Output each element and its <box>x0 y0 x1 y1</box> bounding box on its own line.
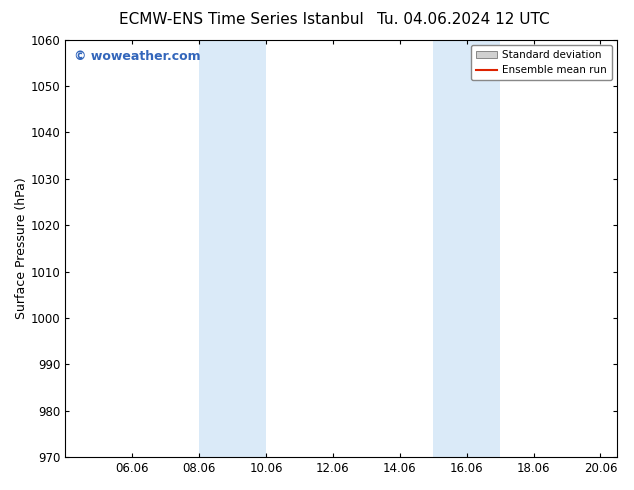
Text: ECMW-ENS Time Series Istanbul: ECMW-ENS Time Series Istanbul <box>119 12 363 27</box>
Y-axis label: Surface Pressure (hPa): Surface Pressure (hPa) <box>15 177 28 319</box>
Text: © woweather.com: © woweather.com <box>74 50 200 63</box>
Legend: Standard deviation, Ensemble mean run: Standard deviation, Ensemble mean run <box>470 45 612 80</box>
Bar <box>199 40 266 457</box>
Bar <box>433 40 500 457</box>
Text: Tu. 04.06.2024 12 UTC: Tu. 04.06.2024 12 UTC <box>377 12 549 27</box>
